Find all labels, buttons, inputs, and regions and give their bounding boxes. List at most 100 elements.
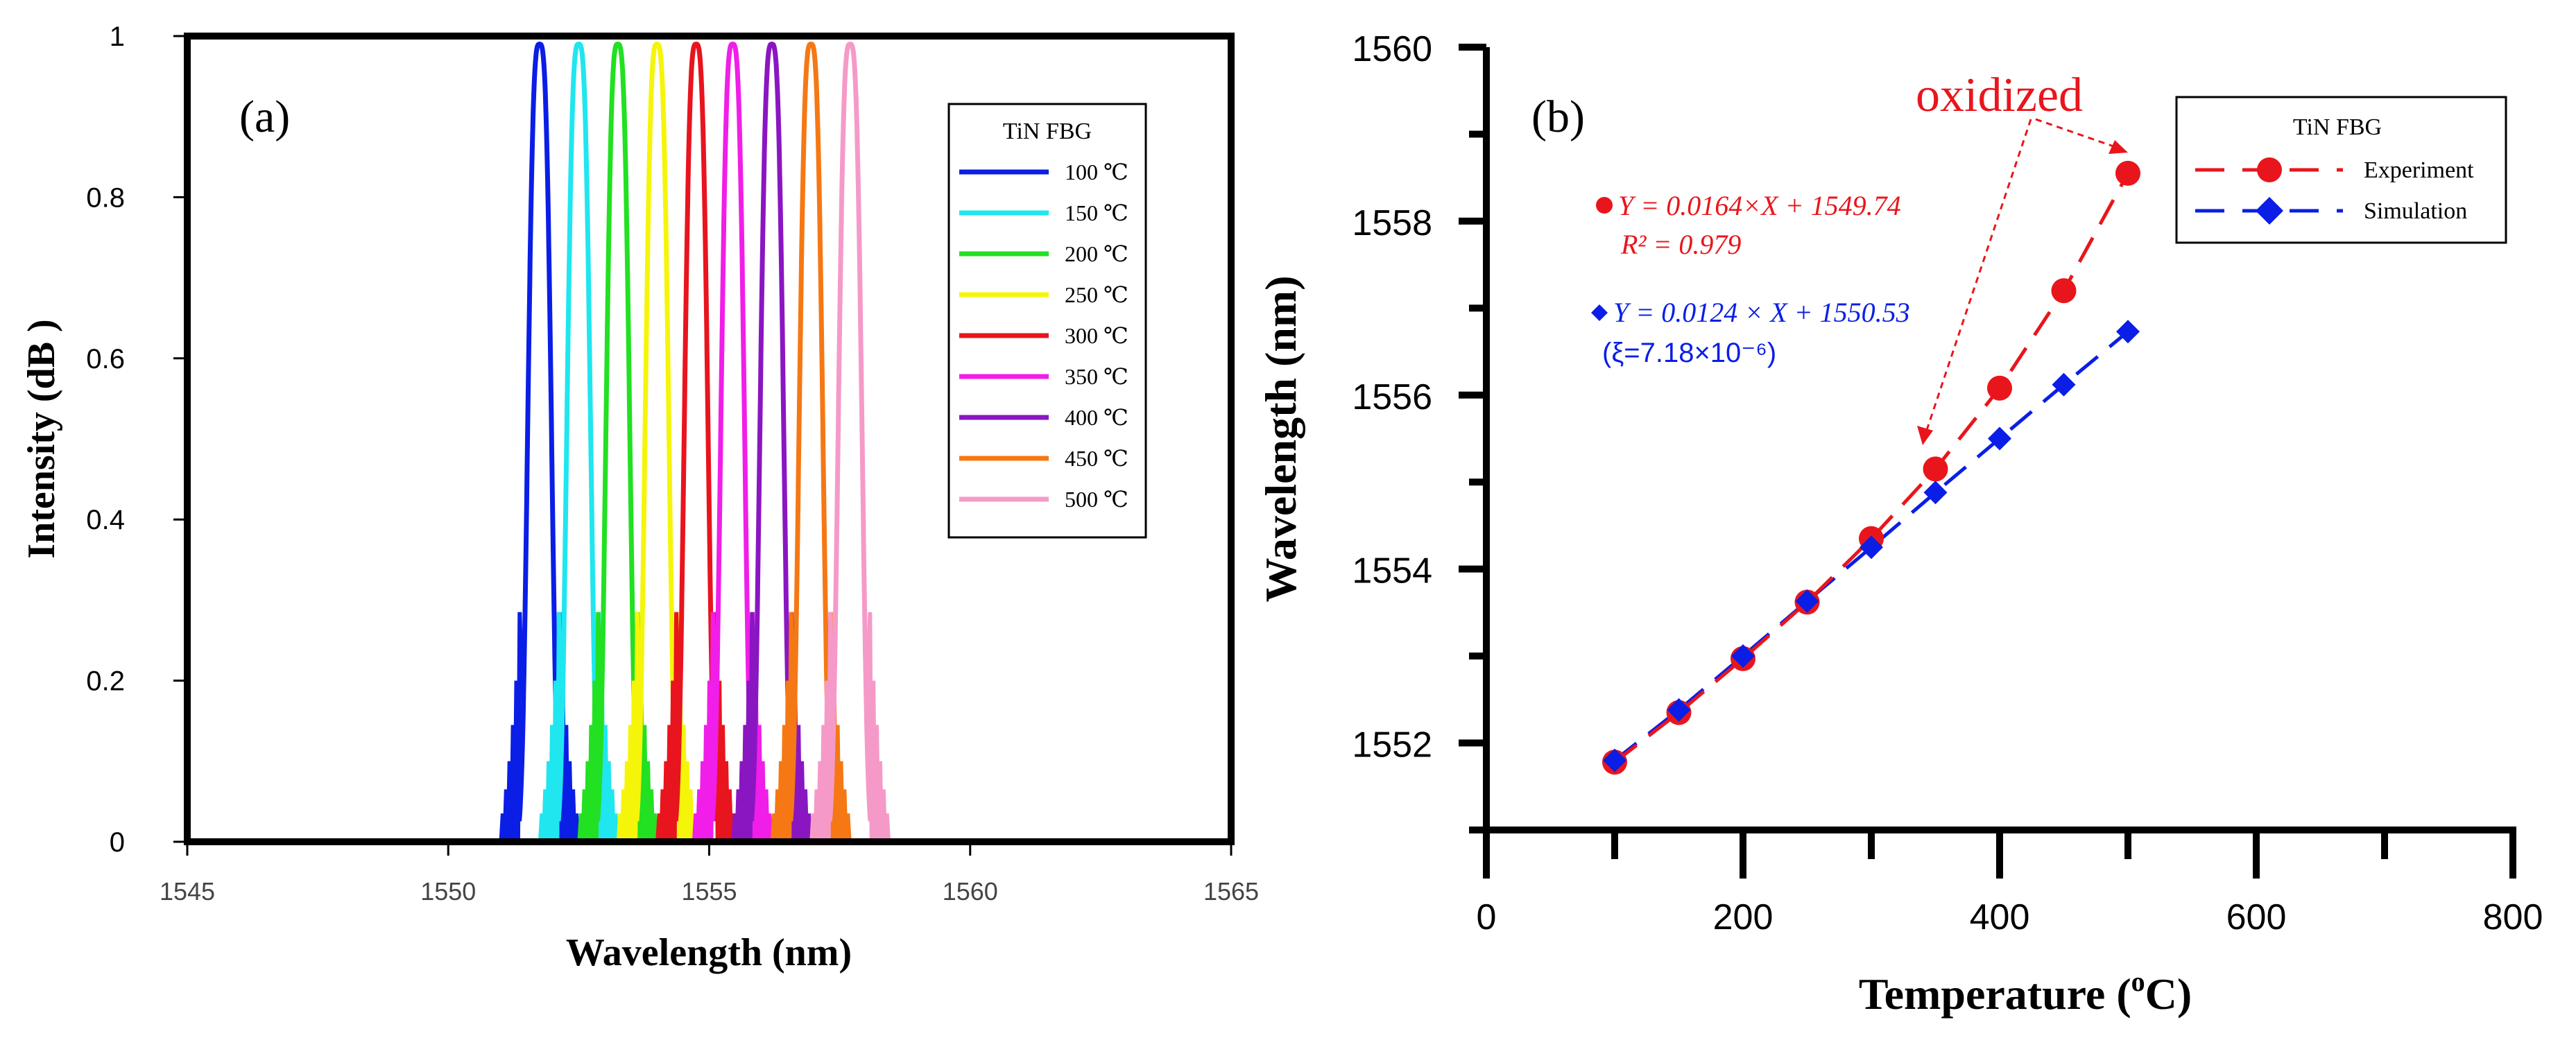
- panel-b-x-tick-label-0: 0: [1477, 897, 1497, 937]
- panel-a-x-tick-label-2: 1555: [681, 877, 737, 906]
- spectrum-main-lobe-2: [556, 42, 602, 822]
- panel-a-x-tick-label-0: 1545: [160, 877, 215, 906]
- panel-b-x-tick-label-3: 600: [2226, 897, 2287, 937]
- sim-fit-bullet: [1591, 304, 1608, 321]
- panel-a: 1545 1550 1555 1560 1565 00.20.40.60.81 (a) …: [20, 21, 1259, 974]
- sim-fit-xi: (ξ=7.18×10⁻⁶): [1602, 338, 1776, 368]
- spectrum-side-lobes-2: [538, 612, 563, 842]
- panel-a-y-ticks: 0 0.2 0.4 0.6 0.8 1: [86, 21, 187, 858]
- panel-a-x-ticks: 1545 1550 1555 1560 1565: [160, 842, 1259, 906]
- exp-fit-r2: R² = 0.979: [1620, 229, 1741, 260]
- oxidized-arrow-to-350: [1925, 119, 2032, 431]
- panel-a-legend: TiN FBG 100 ℃ 150 ℃ 200 ℃ 250 ℃ 300 ℃ 350 ℃ 40…: [947, 103, 1147, 539]
- legend-label-2: 150 ℃: [1065, 200, 1128, 225]
- panel-b-x-ticks: 0 200 400 600 800: [1477, 830, 2543, 937]
- spectrum-main-lobe-8: [788, 42, 834, 822]
- legend-label-7: 400 ℃: [1065, 405, 1128, 430]
- oxidized-annotation: oxidized: [1916, 69, 2083, 122]
- spectrum-main-lobe-5: [673, 42, 719, 822]
- panel-b-y-tick-label-1: 1554: [1352, 551, 1432, 591]
- simulation-point-200: [1731, 644, 1755, 668]
- spectrum-side-lobes-6: [692, 612, 717, 842]
- spectrum-side-lobes-9: [809, 612, 835, 842]
- spectrum-side-lobes-4: [616, 612, 642, 842]
- simulation-point-500: [2116, 320, 2140, 344]
- simulation-point-450: [2052, 372, 2076, 397]
- legend-experiment-marker: [2257, 157, 2282, 182]
- spectrum-main-lobe-1: [517, 42, 563, 822]
- spectrum-side-lobes-5: [655, 612, 681, 842]
- panel-a-y-tick-label-0: 0: [110, 827, 125, 858]
- experiment-point-500: [2115, 160, 2140, 186]
- series-line-simulation: [1613, 330, 2129, 762]
- legend-label-3: 200 ℃: [1065, 241, 1128, 266]
- panel-b-y-tick-label-0: 1552: [1352, 725, 1432, 765]
- series-line-experiment: [1613, 172, 2130, 764]
- panel-b-y-ticks: 1552 1554 1556 1558 1560: [1352, 29, 1486, 833]
- panel-a-x-axis-label: Wavelength (nm): [566, 931, 852, 974]
- legend-label-8: 450 ℃: [1065, 446, 1128, 471]
- panel-b-legend: TiN FBG Experiment Simulation: [2175, 96, 2507, 244]
- x-label-sup: o: [2131, 966, 2145, 997]
- simulation-point-400: [1988, 426, 2011, 451]
- legend-simulation-marker: [2256, 197, 2283, 225]
- spectrum-main-lobe-7: [749, 42, 795, 822]
- spectrum-main-lobe-9: [827, 42, 873, 822]
- panel-a-legend-box: [947, 103, 1147, 539]
- spectrum-side-lobes-9: [866, 612, 891, 842]
- panel-b-x-tick-label-4: 800: [2483, 897, 2543, 937]
- panel-a-x-tick-label-4: 1565: [1203, 877, 1259, 906]
- experiment-point-350: [1923, 456, 1948, 482]
- spectrum-main-lobe-4: [634, 42, 680, 822]
- panel-b-x-tick-label-1: 200: [1713, 897, 1774, 937]
- oxidized-arrow-to-500: [2035, 118, 2116, 148]
- panel-a-y-tick-label-2: 0.4: [86, 505, 125, 535]
- panel-b-annotations: oxidized Y = 0.0164×X + 1549.74 R² = 0.9…: [1591, 69, 2128, 445]
- legend-label-9: 500 ℃: [1065, 487, 1128, 512]
- panel-a-y-tick-label-4: 0.8: [86, 182, 125, 213]
- spectrum-side-lobes-8: [770, 612, 796, 842]
- panel-b-y-tick-label-3: 1558: [1352, 203, 1432, 243]
- panel-b: 0 200 400 600 800 1552 1554 1556 1558 1560 (b) T…: [1256, 29, 2543, 1019]
- panel-a-x-tick-label-1: 1550: [420, 877, 476, 906]
- panel-a-legend-title: TiN FBG: [1003, 119, 1092, 144]
- panel-a-label: (a): [239, 92, 290, 142]
- panel-a-curves: [499, 42, 891, 842]
- panel-b-y-axis-label: Wavelength (nm): [1256, 275, 1305, 602]
- panel-b-x-axis-label: Temperature (oC): [1859, 966, 2192, 1019]
- experiment-point-400: [1987, 375, 2012, 401]
- panel-b-label: (b): [1531, 92, 1585, 142]
- simulation-point-100: [1603, 748, 1626, 772]
- legend-label-4: 250 ℃: [1065, 282, 1128, 307]
- panel-a-x-tick-label-3: 1560: [943, 877, 998, 906]
- spectrum-main-lobe-3: [595, 42, 641, 822]
- legend-label-5: 300 ℃: [1065, 323, 1128, 348]
- panel-b-series: [1602, 160, 2140, 775]
- simulation-point-250: [1795, 589, 1819, 614]
- legend-simulation-label: Simulation: [2364, 198, 2467, 224]
- simulation-point-350: [1923, 481, 1948, 505]
- spectrum-main-lobe-6: [710, 42, 756, 822]
- panel-b-legend-title: TiN FBG: [2293, 114, 2382, 140]
- spectrum-side-lobes-1: [499, 612, 524, 842]
- legend-label-6: 350 ℃: [1065, 364, 1128, 389]
- panel-b-x-tick-label-2: 400: [1970, 897, 2030, 937]
- legend-experiment-label: Experiment: [2364, 157, 2474, 183]
- sim-fit-equation: Y = 0.0124 × X + 1550.53: [1613, 297, 1910, 328]
- simulation-point-300: [1860, 535, 1883, 560]
- x-label-end: C): [2145, 969, 2192, 1019]
- panel-a-y-tick-label-3: 0.6: [86, 344, 125, 374]
- panel-b-y-tick-label-4: 1560: [1352, 29, 1432, 69]
- oxidized-arrowhead-500: [2109, 140, 2128, 154]
- experiment-point-450: [2051, 278, 2077, 304]
- legend-label-1: 100 ℃: [1065, 159, 1128, 184]
- exp-fit-equation: Y = 0.0164×X + 1549.74: [1618, 190, 1901, 221]
- panel-b-y-tick-label-2: 1556: [1352, 377, 1432, 417]
- x-label-main: Temperature (: [1859, 969, 2131, 1019]
- panel-a-y-tick-label-1: 0.2: [86, 666, 125, 697]
- exp-fit-bullet: [1596, 197, 1613, 214]
- spectrum-side-lobes-7: [731, 612, 757, 842]
- panel-a-y-axis-label: Intensity (dB ): [20, 319, 63, 558]
- simulation-point-150: [1667, 698, 1691, 722]
